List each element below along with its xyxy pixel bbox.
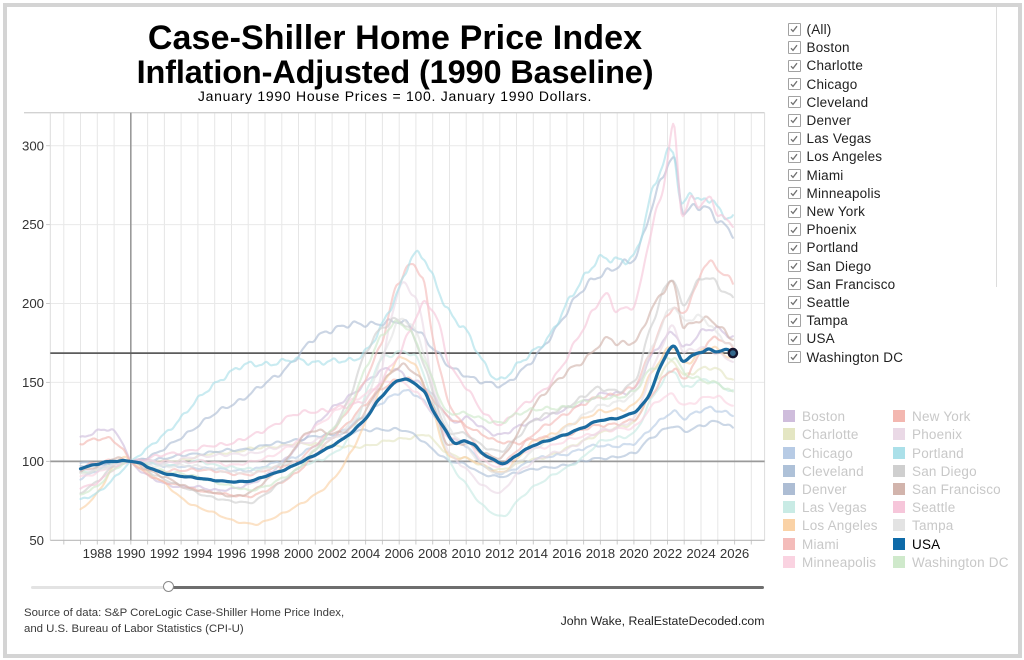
svg-text:1988: 1988 (83, 546, 112, 561)
svg-text:2006: 2006 (385, 546, 414, 561)
svg-text:2020: 2020 (619, 546, 648, 561)
svg-text:50: 50 (29, 533, 44, 548)
svg-text:2012: 2012 (485, 546, 514, 561)
svg-text:2000: 2000 (284, 546, 313, 561)
svg-text:1994: 1994 (183, 546, 212, 561)
svg-text:100: 100 (22, 454, 44, 469)
svg-text:300: 300 (22, 138, 44, 153)
svg-text:2022: 2022 (653, 546, 682, 561)
svg-text:2016: 2016 (552, 546, 581, 561)
svg-text:150: 150 (22, 375, 44, 390)
svg-text:200: 200 (22, 296, 44, 311)
svg-text:2010: 2010 (452, 546, 481, 561)
svg-text:1992: 1992 (150, 546, 179, 561)
svg-text:2024: 2024 (686, 546, 715, 561)
svg-text:1990: 1990 (116, 546, 145, 561)
svg-text:2014: 2014 (519, 546, 548, 561)
svg-text:2018: 2018 (586, 546, 615, 561)
svg-text:2008: 2008 (418, 546, 447, 561)
svg-text:1996: 1996 (217, 546, 246, 561)
svg-text:1998: 1998 (250, 546, 279, 561)
svg-text:2002: 2002 (317, 546, 346, 561)
svg-text:250: 250 (22, 217, 44, 232)
svg-text:2026: 2026 (720, 546, 749, 561)
svg-text:2004: 2004 (351, 546, 380, 561)
